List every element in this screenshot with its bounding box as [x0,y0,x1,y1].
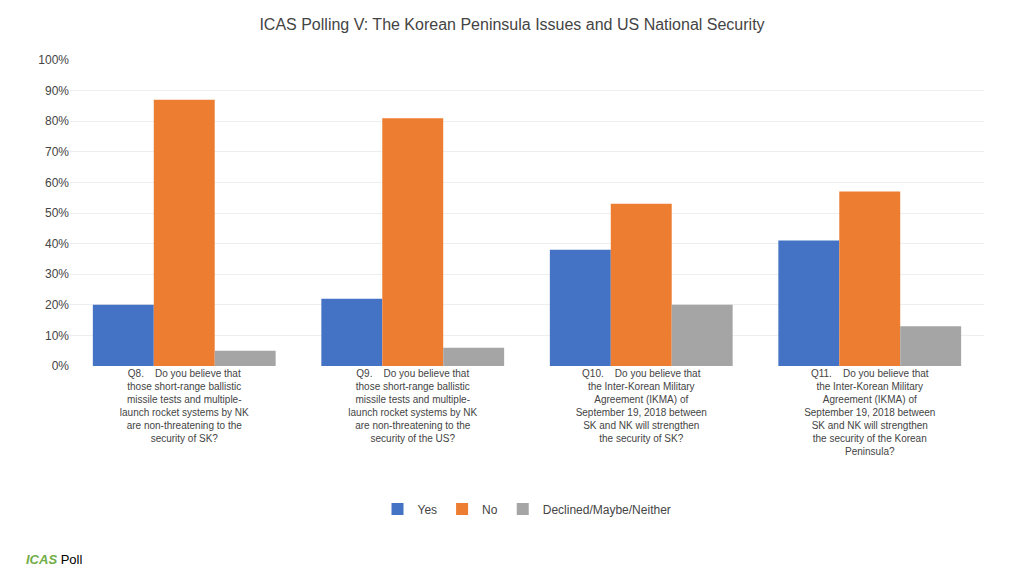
svg-text:50%: 50% [45,206,69,220]
svg-text:Q10. Do you believe thatthe: Q10. Do you believe thatthe Inter-Korean… [576,368,707,444]
svg-text:90%: 90% [45,84,69,98]
svg-text:80%: 80% [45,114,69,128]
svg-text:ICAS Polling V: The Korean Pen: ICAS Polling V: The Korean Peninsula Iss… [259,16,764,33]
svg-text:40%: 40% [45,237,69,251]
svg-text:70%: 70% [45,145,69,159]
svg-text:20%: 20% [45,298,69,312]
svg-text:60%: 60% [45,176,69,190]
svg-text:Declined/Maybe/Neither: Declined/Maybe/Neither [543,503,671,517]
svg-text:30%: 30% [45,267,69,281]
svg-text:Q11. Do you believe thatthe: Q11. Do you believe thatthe Inter-Korean… [804,368,935,457]
svg-text:10%: 10% [45,329,69,343]
svg-text:0%: 0% [52,359,70,373]
svg-text:Q9. Do you believe thatthos: Q9. Do you believe thatthose short-range… [348,368,477,444]
svg-text:Q8. Do you believe thatthos: Q8. Do you believe thatthose short-range… [120,368,249,444]
svg-text:No: No [482,503,498,517]
svg-text:Yes: Yes [418,503,438,517]
svg-text:100%: 100% [38,53,69,67]
svg-text:ICAS Poll: ICAS Poll [26,552,82,567]
